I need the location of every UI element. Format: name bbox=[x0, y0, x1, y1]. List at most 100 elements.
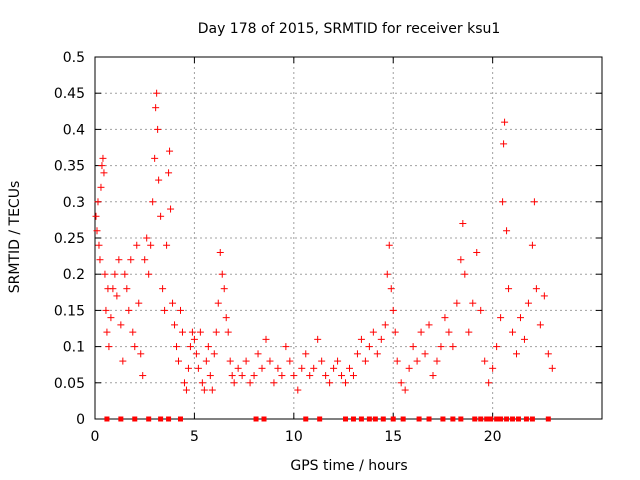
data-point bbox=[161, 306, 169, 314]
data-point bbox=[393, 357, 401, 365]
data-point bbox=[387, 285, 395, 293]
zero-value-marker bbox=[504, 416, 510, 422]
data-point bbox=[176, 306, 184, 314]
data-point bbox=[96, 256, 104, 264]
data-point bbox=[153, 89, 161, 97]
data-point bbox=[361, 357, 369, 365]
zero-value-marker bbox=[303, 416, 309, 422]
zero-value-marker bbox=[372, 416, 378, 422]
zero-value-marker bbox=[358, 416, 364, 422]
data-point bbox=[182, 386, 190, 394]
chart-title: Day 178 of 2015, SRMTID for receiver ksu… bbox=[198, 21, 501, 37]
y-tick-label: 0.05 bbox=[54, 376, 85, 392]
data-point bbox=[349, 372, 357, 380]
grid-lines bbox=[95, 57, 602, 419]
data-point bbox=[175, 357, 183, 365]
data-point bbox=[131, 343, 139, 351]
data-point bbox=[413, 357, 421, 365]
zero-value-marker bbox=[343, 416, 349, 422]
data-point bbox=[238, 372, 246, 380]
data-points bbox=[92, 89, 556, 422]
data-point bbox=[196, 328, 204, 336]
data-point bbox=[92, 212, 100, 220]
y-tick-label: 0.1 bbox=[63, 340, 85, 356]
data-point bbox=[141, 256, 149, 264]
zero-value-marker bbox=[529, 416, 535, 422]
zero-value-marker bbox=[132, 416, 138, 422]
x-tick-label: 0 bbox=[91, 429, 100, 445]
data-point bbox=[540, 292, 548, 300]
data-point bbox=[99, 154, 107, 162]
data-point bbox=[102, 306, 110, 314]
data-point bbox=[165, 169, 173, 177]
data-point bbox=[167, 205, 175, 213]
data-point bbox=[111, 270, 119, 278]
zero-value-marker bbox=[440, 416, 446, 422]
data-point bbox=[345, 364, 353, 372]
zero-value-marker bbox=[366, 416, 372, 422]
zero-value-marker bbox=[472, 416, 478, 422]
zero-value-marker bbox=[380, 416, 386, 422]
y-tick-label: 0.3 bbox=[63, 195, 85, 211]
data-point bbox=[445, 328, 453, 336]
zero-value-marker bbox=[458, 416, 464, 422]
y-axis-label: SRMTID / TECUs bbox=[7, 181, 23, 294]
data-point bbox=[178, 328, 186, 336]
zero-value-marker bbox=[158, 416, 164, 422]
data-point bbox=[242, 357, 250, 365]
data-point bbox=[310, 364, 318, 372]
data-point bbox=[204, 343, 212, 351]
zero-value-marker bbox=[478, 416, 484, 422]
data-point bbox=[391, 328, 399, 336]
data-point bbox=[129, 328, 137, 336]
y-tick-label: 0.35 bbox=[54, 159, 85, 175]
data-point bbox=[421, 350, 429, 358]
data-point bbox=[530, 198, 538, 206]
data-point bbox=[94, 198, 102, 206]
zero-value-marker bbox=[104, 416, 110, 422]
data-point bbox=[318, 357, 326, 365]
x-tick-label: 10 bbox=[285, 429, 303, 445]
data-point bbox=[326, 379, 334, 387]
data-point bbox=[532, 285, 540, 293]
zero-value-marker bbox=[261, 416, 267, 422]
data-point bbox=[314, 335, 322, 343]
data-point bbox=[139, 372, 147, 380]
data-point bbox=[278, 372, 286, 380]
data-point bbox=[294, 386, 302, 394]
zero-value-marker bbox=[426, 416, 432, 422]
data-point bbox=[500, 140, 508, 148]
data-point bbox=[113, 292, 121, 300]
data-point bbox=[200, 386, 208, 394]
data-point bbox=[105, 343, 113, 351]
data-point bbox=[157, 212, 165, 220]
data-point bbox=[159, 285, 167, 293]
x-tick-label: 15 bbox=[384, 429, 402, 445]
data-point bbox=[93, 227, 101, 235]
data-point bbox=[381, 321, 389, 329]
data-point bbox=[353, 350, 361, 358]
data-point bbox=[145, 270, 153, 278]
data-point bbox=[342, 379, 350, 387]
data-point bbox=[497, 314, 505, 322]
data-point bbox=[228, 372, 236, 380]
zero-value-marker bbox=[118, 416, 124, 422]
data-point bbox=[100, 169, 108, 177]
zero-value-marker bbox=[523, 416, 529, 422]
zero-value-marker bbox=[400, 416, 406, 422]
zero-value-marker bbox=[350, 416, 356, 422]
x-tick-labels: 0 5 10 15 20 bbox=[91, 429, 502, 445]
zero-value-marker bbox=[515, 416, 521, 422]
data-point bbox=[246, 379, 254, 387]
data-point bbox=[262, 335, 270, 343]
data-point bbox=[224, 328, 232, 336]
data-point bbox=[115, 256, 123, 264]
data-point bbox=[230, 379, 238, 387]
data-point bbox=[214, 299, 222, 307]
data-point bbox=[544, 350, 552, 358]
data-point bbox=[154, 125, 162, 133]
data-point bbox=[226, 357, 234, 365]
data-point bbox=[322, 372, 330, 380]
data-point bbox=[489, 364, 497, 372]
data-point bbox=[397, 379, 405, 387]
